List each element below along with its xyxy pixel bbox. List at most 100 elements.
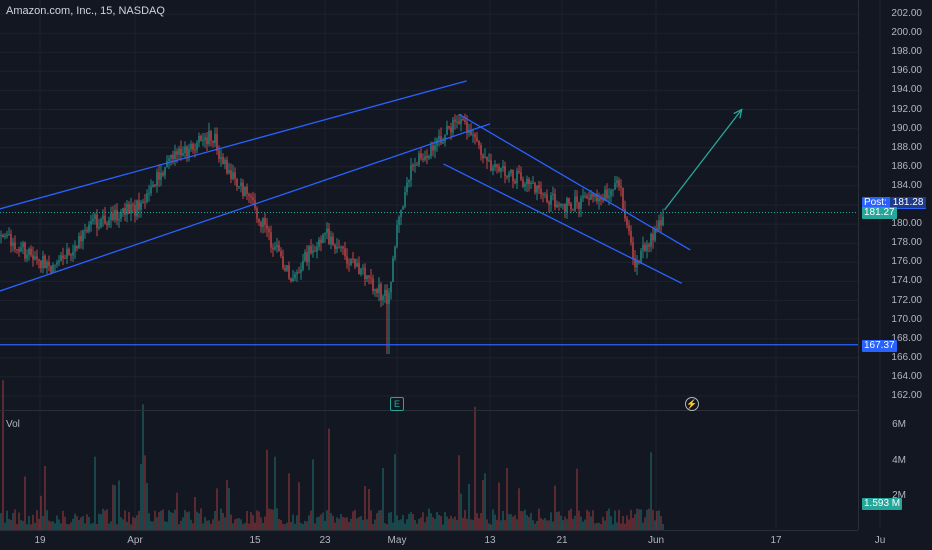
volume-bar [382, 467, 384, 530]
time-tick-label: Apr [127, 535, 143, 546]
price-tick-label: 194.00 [891, 84, 922, 96]
candle-body [586, 195, 588, 199]
candle-body [450, 127, 452, 133]
candle-body [22, 242, 24, 248]
volume-bar [50, 521, 52, 530]
volume-bar [0, 513, 2, 530]
volume-bar [434, 519, 436, 530]
candle-body [354, 258, 356, 267]
candle-body [98, 226, 100, 228]
candle-body [96, 214, 98, 228]
candle-body [298, 272, 300, 274]
candle-body [256, 208, 258, 219]
candle-body [178, 148, 180, 155]
symbol-title[interactable]: Amazon.com, Inc., 15, NASDAQ [6, 5, 165, 17]
volume-bar [424, 522, 426, 530]
volume-bar [370, 510, 372, 530]
candle-body [116, 209, 118, 221]
lightning-icon[interactable]: ⚡ [685, 397, 699, 411]
candle-body [90, 221, 92, 225]
volume-bar [384, 523, 386, 530]
volume-bar [630, 509, 632, 530]
candle-body [476, 137, 478, 142]
volume-bar [272, 509, 274, 530]
candle-body [294, 274, 296, 279]
candle-body [8, 234, 10, 236]
candle-body [384, 289, 386, 297]
volume-bar [172, 512, 174, 530]
volume-bar [642, 522, 644, 530]
volume-bar [214, 510, 216, 530]
candle-body [130, 204, 132, 214]
candle-body [622, 188, 624, 210]
volume-bar [190, 519, 192, 530]
candle-body [268, 228, 270, 233]
candle-body [334, 244, 336, 249]
candle-body [372, 278, 374, 292]
volume-bar [96, 523, 98, 530]
volume-bar [122, 519, 124, 530]
candle-body [568, 198, 570, 204]
volume-bar [508, 514, 510, 530]
candle-body [468, 130, 470, 134]
volume-bar [250, 512, 252, 530]
candle-body [262, 217, 264, 228]
candle-body [624, 209, 626, 219]
volume-bar [62, 510, 64, 530]
volume-bar [156, 517, 158, 530]
candle-body [640, 250, 642, 263]
volume-bar [502, 511, 504, 530]
volume-bar [72, 518, 74, 530]
candle-body [608, 195, 610, 198]
candle-body [648, 244, 650, 247]
price-tick-label: 176.00 [891, 256, 922, 268]
volume-bar [166, 521, 168, 530]
volume-bar [596, 522, 598, 530]
volume-bar [266, 449, 268, 530]
candle-body [28, 248, 30, 255]
volume-bar [350, 518, 352, 530]
candle-body [580, 198, 582, 209]
post-price: 181.28 [889, 197, 927, 208]
volume-bar [178, 524, 180, 530]
earnings-marker[interactable]: E [390, 397, 404, 411]
volume-bar [340, 514, 342, 530]
volume-bar [546, 520, 548, 530]
volume-bar [334, 522, 336, 530]
volume-bar [496, 519, 498, 530]
volume-bar [432, 517, 434, 530]
volume-bar [550, 512, 552, 530]
volume-bar [450, 515, 452, 530]
candle-body [424, 156, 426, 160]
candle-body [658, 220, 660, 231]
candle-body [420, 153, 422, 159]
price-tick-label: 196.00 [891, 65, 922, 77]
candle-body [100, 218, 102, 227]
volume-bar [494, 514, 496, 530]
volume-bar [540, 517, 542, 530]
volume-bar [302, 524, 304, 530]
price-tick-label: 198.00 [891, 46, 922, 58]
price-tick-label: 162.00 [891, 390, 922, 401]
candle-body [498, 166, 500, 172]
candle-body [518, 170, 520, 173]
volume-bar [260, 517, 262, 530]
volume-bar [588, 511, 590, 530]
candle-body [108, 220, 110, 226]
volume-bar [68, 524, 70, 530]
price-candles [0, 113, 664, 354]
candle-body [616, 180, 618, 184]
volume-bar [198, 513, 200, 530]
candle-body [120, 211, 122, 219]
candle-body [524, 184, 526, 187]
candle-body [344, 248, 346, 257]
volume-bars [0, 380, 664, 530]
trendlines[interactable] [0, 80, 858, 346]
candle-body [374, 289, 376, 292]
candle-body [38, 259, 40, 261]
volume-label[interactable]: Vol [6, 419, 20, 430]
candle-body [156, 172, 158, 186]
candle-body [378, 284, 380, 293]
price-tick-label: 192.00 [891, 103, 922, 115]
